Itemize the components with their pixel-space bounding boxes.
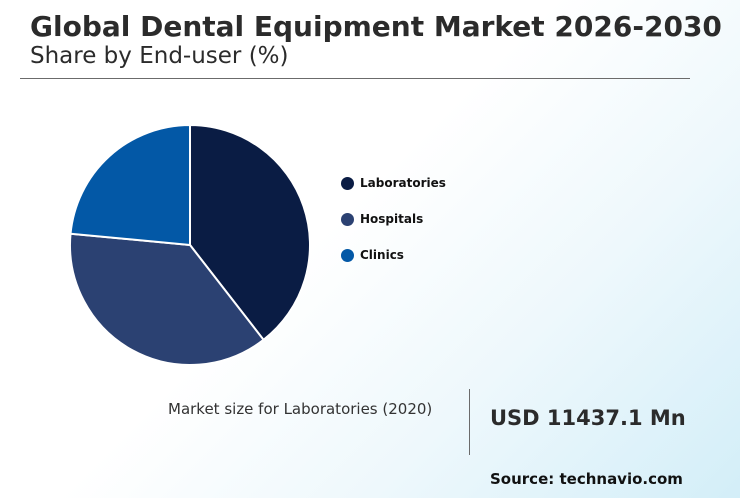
legend-label-clinics: Clinics bbox=[360, 248, 404, 262]
legend-label-hospitals: Hospitals bbox=[360, 212, 424, 226]
legend-item-laboratories: Laboratories bbox=[341, 174, 446, 192]
pie-slice-laboratories bbox=[189, 123, 311, 342]
pie-slice-hospitals bbox=[69, 232, 265, 366]
chart-title: Global Dental Equipment Market 2026-2030 bbox=[30, 10, 722, 43]
legend-swatch-clinics bbox=[341, 248, 354, 262]
legend-swatch-laboratories bbox=[341, 176, 354, 190]
legend-item-clinics: Clinics bbox=[341, 246, 446, 264]
title-divider bbox=[20, 78, 690, 79]
chart-legend: Laboratories Hospitals Clinics bbox=[341, 174, 446, 282]
legend-item-hospitals: Hospitals bbox=[341, 210, 446, 228]
legend-label-laboratories: Laboratories bbox=[360, 176, 446, 190]
footer-divider bbox=[469, 389, 470, 455]
market-size-label: Market size for Laboratories (2020) bbox=[168, 400, 433, 418]
chart-subtitle: Share by End-user (%) bbox=[30, 43, 289, 69]
legend-swatch-hospitals bbox=[341, 212, 354, 226]
source-credit: Source: technavio.com bbox=[490, 470, 683, 488]
pie-slice-clinics bbox=[69, 123, 191, 247]
market-size-value: USD 11437.1 Mn bbox=[490, 406, 686, 430]
